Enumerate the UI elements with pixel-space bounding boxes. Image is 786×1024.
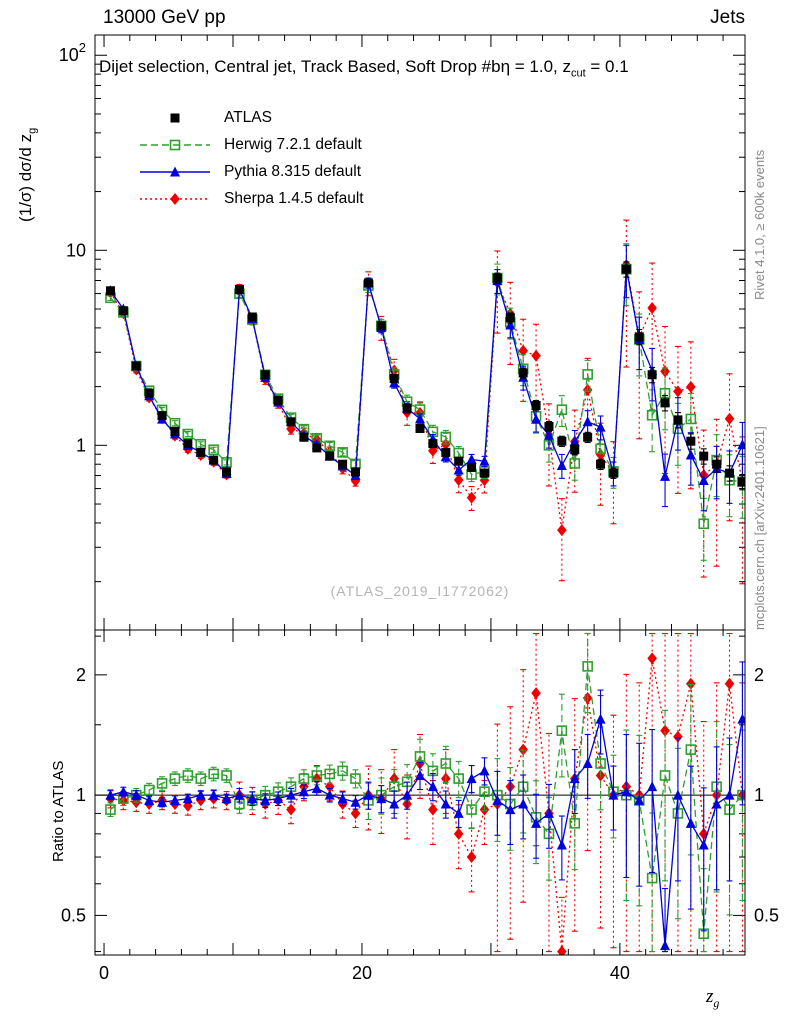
svg-text:102: 102 — [59, 40, 86, 65]
legend-item-sherpa: Sherpa 1.4.5 default — [138, 185, 364, 212]
x-axis-label-text: z — [706, 986, 714, 1007]
sherpa-marker-icon — [140, 192, 210, 205]
svg-text:0.5: 0.5 — [754, 905, 779, 925]
svg-text:0: 0 — [99, 963, 109, 983]
rivet-version-label: Rivet 4.1.0, ≥ 600k events — [752, 149, 767, 300]
svg-text:0.5: 0.5 — [61, 905, 86, 925]
legend-item-atlas: ATLAS — [138, 104, 364, 131]
legend: ATLAS Herwig 7.2.1 default Pythia 8.315 … — [138, 104, 364, 212]
ratio-axis-label: Ratio to ATLAS — [50, 760, 67, 862]
legend-label-atlas: ATLAS — [224, 108, 272, 126]
mcplots-reference-label: mcplots.cern.ch [arXiv:2401.10621] — [752, 426, 767, 630]
legend-label-pythia: Pythia 8.315 default — [224, 162, 362, 180]
y-axis-label: (1/σ) dσ/d zg — [16, 128, 38, 222]
svg-text:1: 1 — [754, 785, 764, 805]
pythia-marker-icon — [140, 166, 210, 176]
legend-label-sherpa: Sherpa 1.4.5 default — [224, 189, 364, 207]
svg-text:40: 40 — [610, 963, 630, 983]
legend-item-herwig: Herwig 7.2.1 default — [138, 131, 364, 158]
herwig-marker-icon — [140, 139, 210, 150]
svg-text:1: 1 — [76, 435, 86, 455]
legend-label-herwig: Herwig 7.2.1 default — [224, 135, 362, 153]
analysis-watermark: (ATLAS_2019_I1772062) — [330, 583, 510, 599]
svg-text:2: 2 — [754, 665, 764, 685]
legend-item-pythia: Pythia 8.315 default — [138, 158, 364, 185]
zcut-subscript: cut — [570, 67, 586, 80]
x-axis-label-subscript: g — [713, 995, 720, 1010]
svg-text:1: 1 — [76, 785, 86, 805]
svg-text:2: 2 — [76, 665, 86, 685]
beam-energy-label: 13000 GeV pp — [103, 7, 226, 28]
y-axis-label-text: (1/σ) dσ/d z — [16, 133, 35, 222]
x-axis-label: zg — [706, 986, 719, 1011]
process-label: Jets — [710, 7, 745, 28]
y-axis-label-subscript: g — [26, 127, 39, 134]
plot-title: Dijet selection, Central jet, Track Base… — [99, 57, 629, 79]
svg-text:10: 10 — [66, 240, 86, 260]
plot-title-text: Dijet selection, Central jet, Track Base… — [99, 57, 571, 76]
atlas-marker-icon — [170, 113, 180, 122]
plot-title-end: = 0.1 — [585, 57, 629, 76]
svg-text:20: 20 — [352, 963, 372, 983]
